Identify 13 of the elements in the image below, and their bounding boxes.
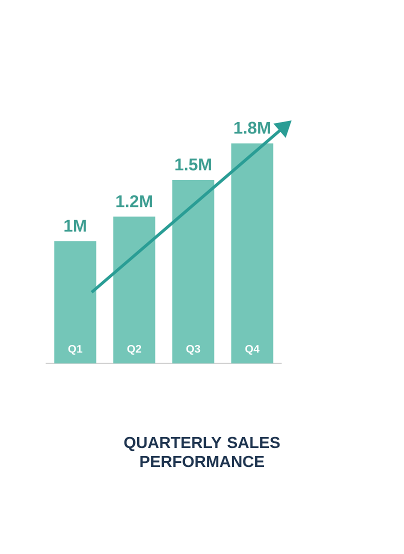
data-label: 1M xyxy=(64,220,86,232)
bar xyxy=(113,216,156,364)
x-tick-label: Q2 xyxy=(127,344,142,355)
data-label: 1.5M xyxy=(175,158,211,170)
data-label: 1.2M xyxy=(116,195,152,208)
data-label: 1.8M xyxy=(234,122,270,134)
x-tick-label: Q4 xyxy=(245,344,260,355)
bar xyxy=(231,143,274,364)
text: QUARTERLY SALES PERFORMANCE xyxy=(124,436,280,468)
bar xyxy=(54,241,96,364)
x-tick-label: Q1 xyxy=(68,344,82,355)
x-tick-label: Q3 xyxy=(186,344,200,355)
bar xyxy=(172,180,214,364)
